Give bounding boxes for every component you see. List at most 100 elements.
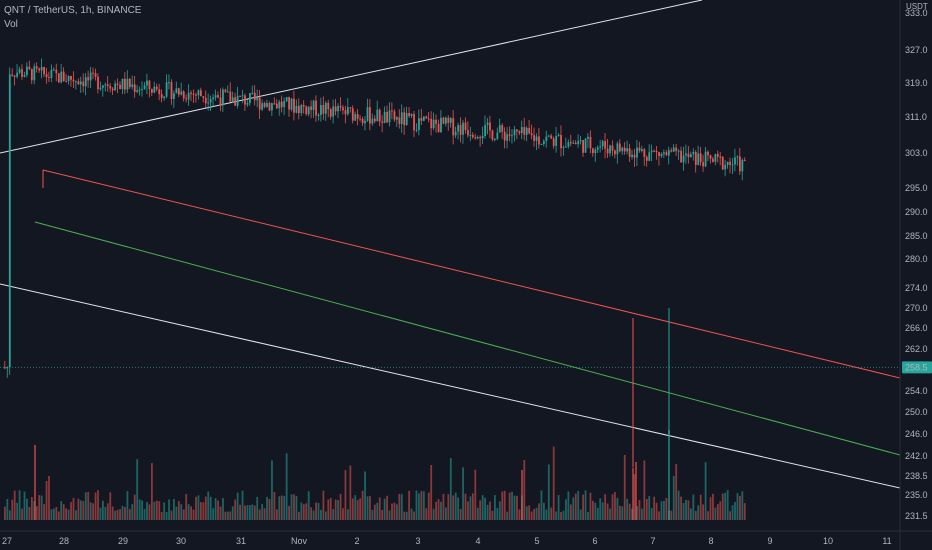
- candle-body: [572, 142, 575, 144]
- volume-bar: [467, 501, 469, 520]
- volume-bar: [354, 495, 357, 520]
- volume-bar: [498, 501, 501, 520]
- current-price-badge[interactable]: [902, 361, 932, 374]
- candle-body: [714, 154, 717, 162]
- volume-bar: [329, 497, 332, 520]
- candle-body: [300, 105, 303, 114]
- volume-bar: [697, 505, 700, 520]
- candle-body: [302, 105, 305, 107]
- candle-body: [153, 86, 156, 93]
- volume-bar: [18, 490, 21, 520]
- candle-body: [62, 71, 65, 82]
- candle-body: [467, 130, 469, 136]
- volume-bar: [420, 491, 423, 520]
- volume-bar: [449, 458, 452, 520]
- candle-body: [388, 110, 391, 123]
- candle-body: [312, 100, 315, 110]
- volume-bar: [388, 510, 391, 520]
- candle-body: [440, 117, 442, 133]
- volume-bar: [643, 460, 646, 520]
- volume-bar: [445, 507, 447, 520]
- volume-bar: [364, 471, 366, 520]
- candle-body: [513, 129, 516, 136]
- volume-bar: [239, 504, 241, 520]
- volume-bar: [121, 505, 124, 520]
- candle-body: [275, 103, 278, 109]
- volume-bar: [702, 504, 705, 520]
- candle-body: [621, 147, 624, 152]
- candle-body: [251, 92, 254, 94]
- volume-label[interactable]: Vol: [4, 19, 18, 30]
- volume-bar: [67, 509, 70, 520]
- volume-bar: [653, 496, 656, 520]
- volume-bar: [151, 463, 153, 520]
- candle-body: [168, 82, 170, 84]
- volume-bar: [405, 511, 408, 520]
- candle-body: [106, 84, 109, 87]
- volume-bar: [594, 502, 597, 520]
- volume-bar: [344, 470, 347, 520]
- volume-bar: [116, 509, 119, 520]
- volume-bar: [195, 496, 197, 520]
- volume-bar: [253, 505, 256, 520]
- candle-body: [317, 114, 320, 116]
- volume-bar: [547, 464, 550, 520]
- price-tick-label: 231.5: [905, 511, 928, 521]
- candle-body: [26, 66, 28, 76]
- volume-bar: [577, 490, 580, 520]
- volume-bar: [229, 511, 232, 520]
- candle-body: [530, 133, 533, 136]
- candle-body: [511, 135, 513, 137]
- candle-body: [280, 101, 283, 108]
- volume-bar: [584, 490, 587, 520]
- volume-bar: [712, 493, 714, 520]
- candle-body: [349, 107, 352, 109]
- volume-bar: [75, 510, 77, 520]
- volume-bar: [604, 494, 607, 520]
- symbol-title[interactable]: QNT / TetherUS, 1h, BINANCE: [4, 5, 142, 16]
- candle-body: [293, 98, 295, 113]
- volume-bar: [734, 501, 736, 520]
- volume-bar: [315, 502, 317, 520]
- candle-body: [226, 91, 229, 93]
- candle-body: [38, 68, 41, 71]
- volume-bar: [579, 509, 582, 520]
- volume-bar: [119, 509, 121, 520]
- volume-bar: [351, 498, 354, 520]
- candle-body: [116, 83, 119, 85]
- candle-body: [364, 120, 366, 124]
- candle-body: [609, 145, 611, 154]
- volume-bar: [23, 491, 26, 520]
- volume-bar: [430, 464, 433, 520]
- candle-body: [739, 156, 741, 172]
- candle-body: [244, 95, 246, 105]
- volume-bar: [35, 506, 38, 520]
- candle-body: [577, 141, 580, 145]
- candle-body: [371, 118, 374, 124]
- volume-bar: [422, 491, 425, 520]
- volume-bar: [104, 506, 107, 520]
- time-tick-label: 30: [176, 536, 186, 546]
- candle-body: [21, 69, 23, 77]
- volume-bar: [739, 495, 741, 520]
- candle-body: [604, 141, 607, 149]
- volume-bar: [109, 492, 112, 520]
- candle-body: [469, 134, 472, 136]
- volume-bar: [133, 494, 136, 520]
- volume-bar: [60, 501, 63, 520]
- volume-bar: [268, 499, 271, 520]
- candle-body: [582, 140, 584, 153]
- volume-bar: [714, 507, 717, 520]
- volume-bar: [249, 505, 251, 520]
- volume-bar: [94, 492, 97, 520]
- volume-bar: [523, 460, 526, 520]
- volume-bar: [97, 490, 99, 520]
- price-tick-label: 274.0: [905, 283, 928, 293]
- candle-body: [675, 147, 678, 152]
- candle-body: [667, 150, 670, 156]
- candle-body: [719, 156, 722, 158]
- candle-body: [631, 154, 633, 157]
- candle-body: [481, 135, 484, 139]
